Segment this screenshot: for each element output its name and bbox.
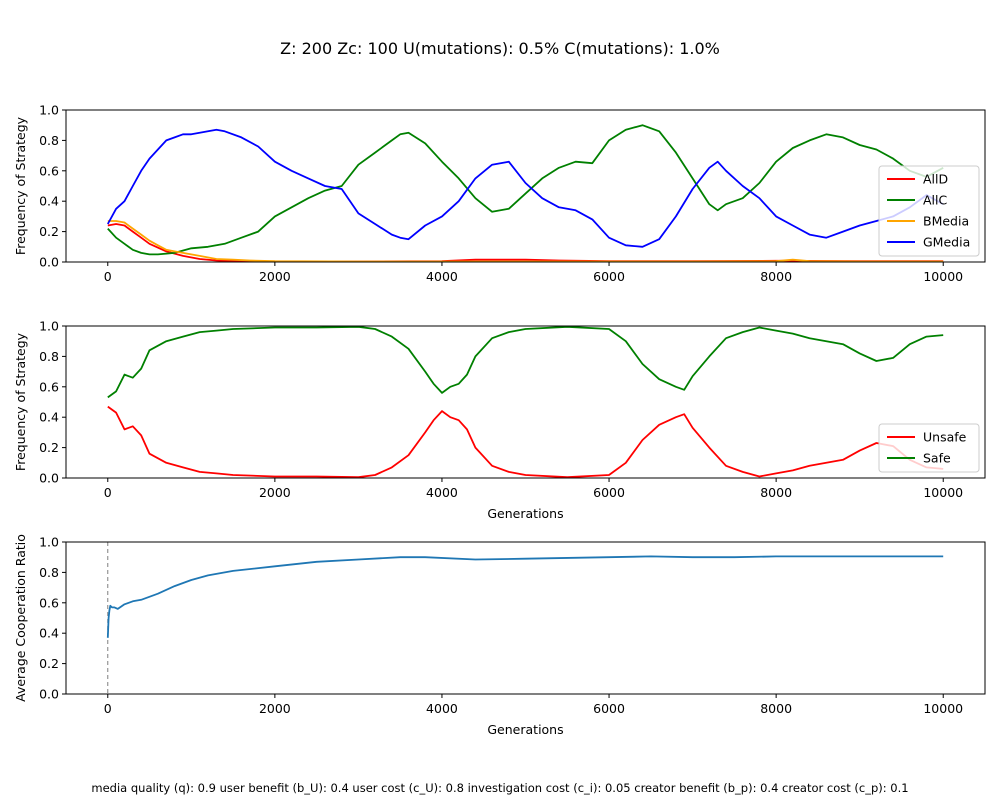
y-tick-label: 0.4 [39,410,59,425]
legend-label: Unsafe [923,430,967,445]
y-tick-label: 0.2 [39,224,59,239]
legend-label: Safe [923,451,951,466]
series-line-alld [107,223,944,263]
axes-frame [65,109,986,263]
legend-label: BMedia [923,214,969,229]
x-tick-label: 6000 [593,485,625,500]
x-tick-label: 10000 [923,269,963,284]
legend-label: AllD [923,172,948,187]
chart-panels: 0 2000 4000 6000 8000 10000 0.0 0.2 0.4 0.6 0.8 1.0… [13,103,986,737]
y-axis-label: Average Cooperation Ratio [13,534,28,702]
series-line-unsafe [107,405,944,479]
x-tick-label: 8000 [760,269,792,284]
y-tick-label: 0.2 [39,440,59,455]
legend: AllD AllC BMedia GMedia [878,165,980,257]
x-tick-label: 8000 [760,701,792,716]
legend-label: GMedia [923,235,970,250]
y-tick-label: 0.2 [39,656,59,671]
x-tick-label: 0 [104,485,112,500]
series-line-bmedia [107,220,944,263]
y-tick-label: 0.0 [39,687,59,702]
y-tick-label: 0.8 [39,349,59,364]
x-tick-label: 4000 [426,485,458,500]
x-tick-label: 6000 [593,701,625,716]
x-axis-label: Generations [487,506,563,521]
series-line-gmedia [107,128,944,248]
x-tick-label: 10000 [923,485,963,500]
x-tick-label: 2000 [259,701,291,716]
series-line-safe [107,325,944,399]
series-line-value [106,555,944,638]
x-tick-label: 6000 [593,269,625,284]
chart-panel-2: 0 2000 4000 6000 8000 10000 0.0 0.2 0.4 0.6 0.8 1.0… [13,319,986,521]
x-tick-label: 2000 [259,269,291,284]
y-tick-label: 0.6 [39,163,59,178]
figure-footer: media quality (q): 0.9 user benefit (b_U… [91,781,908,795]
y-tick-label: 0.6 [39,379,59,394]
x-tick-label: 4000 [426,701,458,716]
y-axis-label: Frequency of Strategy [13,332,28,471]
x-tick-label: 8000 [760,485,792,500]
axes-frame [65,325,986,479]
y-axis-label: Frequency of Strategy [13,116,28,255]
x-tick-label: 10000 [923,701,963,716]
y-tick-label: 0.8 [39,565,59,580]
y-tick-label: 0.6 [39,595,59,610]
legend-label: AllC [923,193,947,208]
y-tick-label: 0.4 [39,194,59,209]
x-tick-label: 0 [104,701,112,716]
figure-title: Z: 200 Zc: 100 U(mutations): 0.5% C(muta… [280,39,720,58]
series-line-allc [107,124,944,256]
chart-panel-1: 0 2000 4000 6000 8000 10000 0.0 0.2 0.4 0.6 0.8 1.0… [13,103,986,284]
x-tick-label: 4000 [426,269,458,284]
y-tick-label: 1.0 [39,103,59,118]
y-tick-label: 0.0 [39,471,59,486]
y-tick-label: 0.8 [39,133,59,148]
x-tick-label: 0 [104,269,112,284]
y-tick-label: 0.0 [39,255,59,270]
y-tick-label: 1.0 [39,319,59,334]
axes-frame [65,541,986,695]
chart-panel-3: 0 2000 4000 6000 8000 10000 0.0 0.2 0.4 0.6 0.8 1.0… [13,534,986,737]
legend-box [878,165,980,257]
legend: Unsafe Safe [878,423,980,473]
y-tick-label: 0.4 [39,626,59,641]
y-tick-label: 1.0 [39,535,59,550]
x-tick-label: 2000 [259,485,291,500]
x-axis-label: Generations [487,722,563,737]
